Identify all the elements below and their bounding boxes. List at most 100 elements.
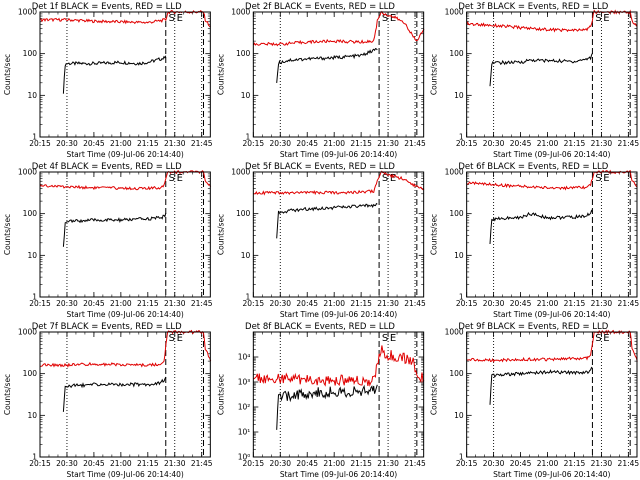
x-axis-label: Start Time (09-Jul-06 20:14:40) <box>280 150 397 159</box>
interval-marker: S <box>595 13 601 24</box>
x-tick-label: 21:45 <box>404 139 426 148</box>
y-tick-label: 10¹ <box>238 428 251 437</box>
interval-marker: S <box>169 333 175 344</box>
x-tick-label: 21:30 <box>164 459 186 468</box>
series-line <box>62 212 167 247</box>
x-tick-label: 20:45 <box>296 459 318 468</box>
x-tick-label: 21:45 <box>404 299 426 308</box>
series-line <box>466 9 638 33</box>
y-tick-label: 1000 <box>18 8 37 17</box>
series-line <box>253 170 425 196</box>
y-tick-label: 1 <box>32 133 37 142</box>
plot-frame <box>39 171 211 298</box>
series-line <box>489 366 593 405</box>
x-tick-label: 21:00 <box>537 299 559 308</box>
series-line <box>39 170 212 191</box>
series-line <box>252 10 425 47</box>
interval-marker: S <box>595 173 601 184</box>
x-tick-label: 21:45 <box>404 459 426 468</box>
y-tick-label: 10 <box>27 411 37 420</box>
x-tick-label: 20:30 <box>56 299 78 308</box>
plot-frame <box>252 11 425 138</box>
x-axis-label: Start Time (09-Jul-06 20:14:40) <box>493 310 610 319</box>
x-tick-label: 21:00 <box>537 459 559 468</box>
series-line <box>39 10 211 27</box>
detector-panel: Det 4f BLACK = Events, RED = LLD Counts/s… <box>3 162 213 319</box>
x-tick-label: 21:30 <box>164 299 186 308</box>
x-tick-label: 21:00 <box>110 139 132 148</box>
interval-marker: S <box>382 173 388 184</box>
x-tick-label: 20:45 <box>510 459 532 468</box>
y-axis-label: Counts/sec <box>216 374 225 415</box>
x-tick-label: 21:00 <box>537 139 559 148</box>
y-tick-label: 10² <box>238 403 251 412</box>
x-tick-label: 21:45 <box>191 139 213 148</box>
series-line <box>489 53 593 87</box>
interval-marker: S <box>382 333 388 344</box>
detector-panel: Det 7f BLACK = Events, RED = LLD Counts/s… <box>3 322 213 479</box>
y-tick-label: 100 <box>449 369 464 378</box>
x-tick-label: 20:15 <box>29 299 51 308</box>
interval-marker: E <box>177 13 183 24</box>
y-tick-label: 1 <box>459 453 464 462</box>
x-tick-label: 21:45 <box>618 299 640 308</box>
x-tick-label: 20:30 <box>269 139 291 148</box>
y-tick-label: 10 <box>454 411 464 420</box>
plot-frame <box>39 11 211 138</box>
x-tick-label: 21:45 <box>191 299 213 308</box>
y-axis-label: Counts/sec <box>430 214 439 255</box>
y-axis-label: Counts/sec <box>3 54 12 95</box>
x-tick-label: 21:15 <box>350 459 372 468</box>
interval-marker: E <box>390 173 396 184</box>
x-tick-label: 20:45 <box>296 139 318 148</box>
series-line <box>276 384 378 430</box>
y-axis-label: Counts/sec <box>3 374 12 415</box>
x-tick-label: 21:45 <box>191 459 213 468</box>
detector-panel: Det 6f BLACK = Events, RED = LLD Counts/s… <box>430 162 640 319</box>
y-tick-label: 10 <box>241 251 251 260</box>
series-line <box>489 209 593 245</box>
x-tick-label: 20:15 <box>456 299 478 308</box>
y-tick-label: 1 <box>32 453 37 462</box>
x-tick-label: 20:15 <box>29 459 51 468</box>
y-tick-label: 1000 <box>445 168 464 177</box>
y-tick-label: 1000 <box>18 168 37 177</box>
y-tick-label: 1000 <box>18 328 37 337</box>
x-tick-label: 20:45 <box>510 139 532 148</box>
y-tick-label: 10 <box>454 251 464 260</box>
x-axis-label: Start Time (09-Jul-06 20:14:40) <box>493 470 610 479</box>
x-tick-label: 21:15 <box>350 299 372 308</box>
y-tick-label: 100 <box>449 49 464 58</box>
x-tick-label: 20:30 <box>56 459 78 468</box>
panel-title: Det 2f BLACK = Events, RED = LLD <box>245 2 395 12</box>
plot-frame <box>466 331 638 458</box>
x-tick-label: 21:15 <box>564 299 586 308</box>
panel-title: Det 8f BLACK = Events, RED = LLD <box>245 322 395 332</box>
y-tick-label: 10 <box>27 251 37 260</box>
y-tick-label: 10 <box>241 91 251 100</box>
x-tick-label: 20:30 <box>56 139 78 148</box>
y-axis-label: Counts/sec <box>430 54 439 95</box>
interval-marker: E <box>603 333 609 344</box>
y-tick-label: 1 <box>459 293 464 302</box>
y-tick-label: 10 <box>454 91 464 100</box>
x-tick-label: 20:15 <box>456 139 478 148</box>
y-tick-label: 10³ <box>238 378 251 387</box>
x-axis-label: Start Time (09-Jul-06 20:14:40) <box>280 470 397 479</box>
y-tick-label: 100 <box>236 209 251 218</box>
detector-panel: Det 2f BLACK = Events, RED = LLD Counts/s… <box>216 2 426 159</box>
series-line <box>276 202 378 239</box>
y-tick-label: 1000 <box>445 8 464 17</box>
y-axis-label: Counts/sec <box>3 214 12 255</box>
interval-marker: S <box>595 333 601 344</box>
series-line <box>276 47 378 83</box>
y-tick-label: 100 <box>23 209 38 218</box>
x-tick-label: 21:30 <box>591 139 613 148</box>
series-line <box>62 55 167 94</box>
interval-marker: S <box>382 13 388 24</box>
y-tick-label: 100 <box>23 49 38 58</box>
panel-title: Det 4f BLACK = Events, RED = LLD <box>32 162 182 172</box>
x-tick-label: 21:30 <box>164 139 186 148</box>
plot-frame <box>252 171 425 298</box>
